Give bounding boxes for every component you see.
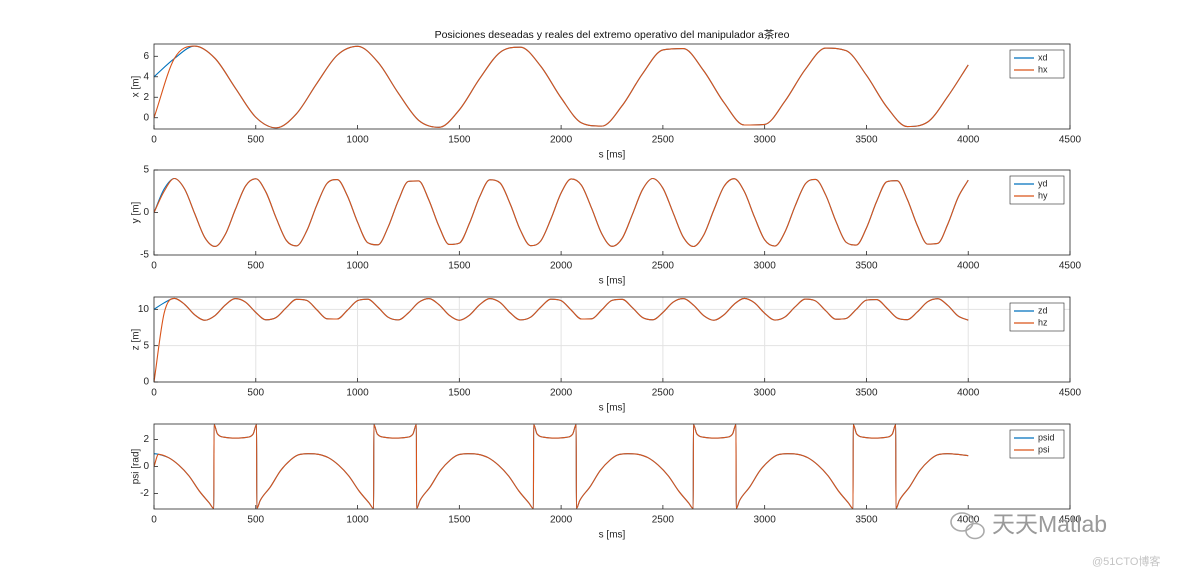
x-tick-label: 4000 [957, 388, 980, 399]
y-tick-label: -5 [140, 250, 149, 261]
watermark-brand: 天天Matlab [992, 511, 1107, 537]
x-tick-label: 3500 [855, 135, 878, 146]
legend: xd hx [1009, 49, 1065, 79]
x-tick-label: 0 [151, 515, 157, 526]
legend-label: hz [1038, 317, 1048, 327]
y-tick-label: 4 [143, 71, 149, 82]
data-line [154, 424, 969, 509]
x-tick-label: 3000 [754, 135, 777, 146]
x-tick-label: 3500 [855, 515, 878, 526]
y-axis-label: z [m] [131, 328, 142, 350]
watermark-source: @51CTO博客 [1092, 554, 1160, 568]
legend-label: yd [1038, 178, 1048, 188]
x-tick-label: 500 [247, 135, 264, 146]
x-tick-label: 0 [151, 135, 157, 146]
x-tick-label: 3000 [754, 388, 777, 399]
legend-label: zd [1038, 305, 1048, 315]
x-axis-label: s [ms] [599, 150, 626, 161]
y-tick-label: -2 [140, 488, 149, 499]
data-line [154, 177, 969, 248]
legend-box [1009, 175, 1065, 205]
y-tick-label: 2 [143, 92, 149, 103]
y-tick-label: 0 [143, 112, 149, 123]
x-tick-label: 1500 [448, 388, 471, 399]
axes-box [153, 169, 1071, 256]
x-tick-label: 2500 [652, 515, 675, 526]
x-tick-label: 4500 [1059, 261, 1082, 272]
y-tick-label: 10 [138, 304, 150, 315]
axes-box [153, 423, 1071, 510]
x-tick-label: 0 [151, 388, 157, 399]
x-tick-label: 3500 [855, 261, 878, 272]
x-tick-label: 500 [247, 261, 264, 272]
x-tick-label: 2000 [550, 515, 573, 526]
data-line [154, 45, 969, 129]
x-tick-label: 1000 [346, 261, 369, 272]
legend-label: psid [1038, 432, 1055, 442]
legend: yd hy [1009, 175, 1065, 205]
y-tick-label: 6 [143, 51, 149, 62]
x-tick-label: 0 [151, 261, 157, 272]
legend-box [1009, 429, 1065, 459]
plot-area [154, 170, 1070, 255]
x-tick-label: 4500 [1059, 388, 1082, 399]
y-tick-label: 5 [143, 165, 149, 176]
watermark-icon [950, 512, 985, 540]
x-tick-label: 4000 [957, 515, 980, 526]
y-tick-label: 2 [143, 434, 149, 445]
x-tick-label: 2000 [550, 135, 573, 146]
axes-box [153, 43, 1071, 130]
legend-label: psi [1038, 444, 1050, 454]
x-tick-label: 2500 [652, 135, 675, 146]
x-tick-label: 1000 [346, 135, 369, 146]
y-tick-label: 5 [143, 340, 149, 351]
legend-label: hy [1038, 190, 1048, 200]
legend-label: hx [1038, 64, 1048, 74]
legend-label: xd [1038, 52, 1048, 62]
plot-area [154, 44, 1070, 129]
x-tick-label: 2500 [652, 388, 675, 399]
legend-box [1009, 302, 1065, 332]
subplot: 0 500 1000 1500 2000 2500 3000 3500 4000 4500-505… [131, 165, 1082, 287]
axes-box [153, 296, 1071, 383]
subplot: 0 500 1000 1500 2000 2500 3000 3500 4000 4500 0 5 10… [131, 296, 1082, 414]
x-tick-label: 1000 [346, 515, 369, 526]
x-axis-label: s [ms] [599, 276, 626, 287]
x-tick-label: 500 [247, 388, 264, 399]
x-tick-label: 4000 [957, 261, 980, 272]
x-tick-label: 3500 [855, 388, 878, 399]
x-axis-label: s [ms] [599, 530, 626, 541]
x-tick-label: 2500 [652, 261, 675, 272]
x-tick-label: 3000 [754, 515, 777, 526]
x-tick-label: 1500 [448, 135, 471, 146]
x-tick-label: 1500 [448, 261, 471, 272]
x-tick-label: 500 [247, 515, 264, 526]
y-axis-label: y [m] [131, 201, 142, 223]
legend: psid psi [1009, 429, 1065, 459]
x-tick-label: 4000 [957, 135, 980, 146]
plot-area [154, 424, 1070, 509]
x-tick-label: 1000 [346, 388, 369, 399]
legend: zd hz [1009, 302, 1065, 332]
subplot: 0 500 1000 1500 2000 2500 3000 3500 4000 4500 0 2 4 6… [131, 28, 1082, 161]
y-tick-label: 0 [143, 461, 149, 472]
chart-title: Posiciones deseadas y reales del extremo… [435, 28, 790, 41]
x-tick-label: 3000 [754, 261, 777, 272]
legend-box [1009, 49, 1065, 79]
x-tick-label: 2000 [550, 388, 573, 399]
y-axis-label: x [m] [131, 75, 142, 97]
y-axis-label: psi [rad] [131, 448, 142, 484]
data-line [154, 297, 969, 382]
x-tick-label: 4500 [1059, 135, 1082, 146]
x-axis-label: s [ms] [599, 403, 626, 414]
y-tick-label: 0 [143, 377, 149, 388]
x-tick-label: 4500 [1059, 515, 1082, 526]
subplot: 0 500 1000 1500 2000 2500 3000 3500 4000 4500 -2 0 2… [131, 423, 1082, 541]
x-tick-label: 1500 [448, 515, 471, 526]
x-tick-label: 2000 [550, 261, 573, 272]
y-tick-label: 0 [143, 207, 149, 218]
